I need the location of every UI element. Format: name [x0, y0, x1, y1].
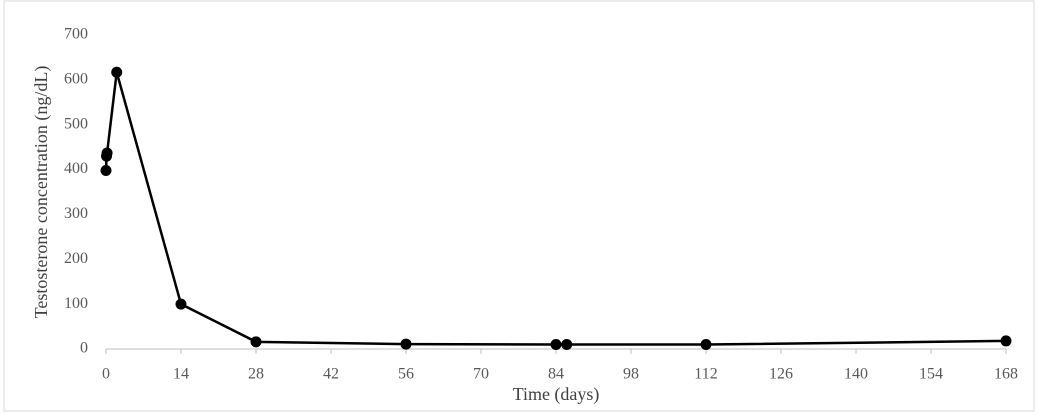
data-point: [1000, 335, 1012, 347]
data-point: [111, 66, 123, 78]
x-tick-label: 126: [769, 366, 793, 383]
chart-border: [3, 0, 1035, 412]
x-tick-label: 84: [548, 366, 564, 383]
x-tick-label: 98: [623, 366, 639, 383]
x-tick-label: 168: [994, 366, 1018, 383]
x-tick-label: 154: [919, 366, 943, 383]
x-tick-label: 112: [694, 366, 717, 383]
data-point: [561, 339, 573, 351]
y-tick-label: 400: [64, 160, 88, 177]
y-tick-label: 300: [64, 205, 88, 222]
x-tick-label: 28: [248, 366, 264, 383]
x-tick-label: 140: [844, 366, 868, 383]
data-point: [101, 147, 113, 159]
data-point: [175, 298, 187, 310]
y-tick-label: 200: [64, 250, 88, 267]
data-point: [400, 338, 412, 350]
y-tick-label: 700: [64, 26, 88, 43]
x-axis-title: Time (days): [513, 384, 600, 405]
data-point: [700, 339, 712, 351]
x-tick-label: 0: [102, 366, 110, 383]
y-tick-label: 500: [64, 115, 88, 132]
data-point: [250, 336, 262, 348]
x-tick-label: 70: [473, 366, 489, 383]
y-axis-title: Testosterone concentration (ng/dL): [31, 66, 52, 319]
x-tick-label: 56: [398, 366, 414, 383]
data-point: [100, 164, 112, 176]
x-tick-label: 42: [323, 366, 339, 383]
y-tick-label: 600: [64, 71, 88, 88]
series-line: [104, 71, 1007, 346]
y-tick-label: 100: [64, 295, 88, 312]
y-tick-label: 0: [80, 340, 88, 357]
data-point: [550, 339, 562, 351]
x-tick-label: 14: [173, 366, 189, 383]
